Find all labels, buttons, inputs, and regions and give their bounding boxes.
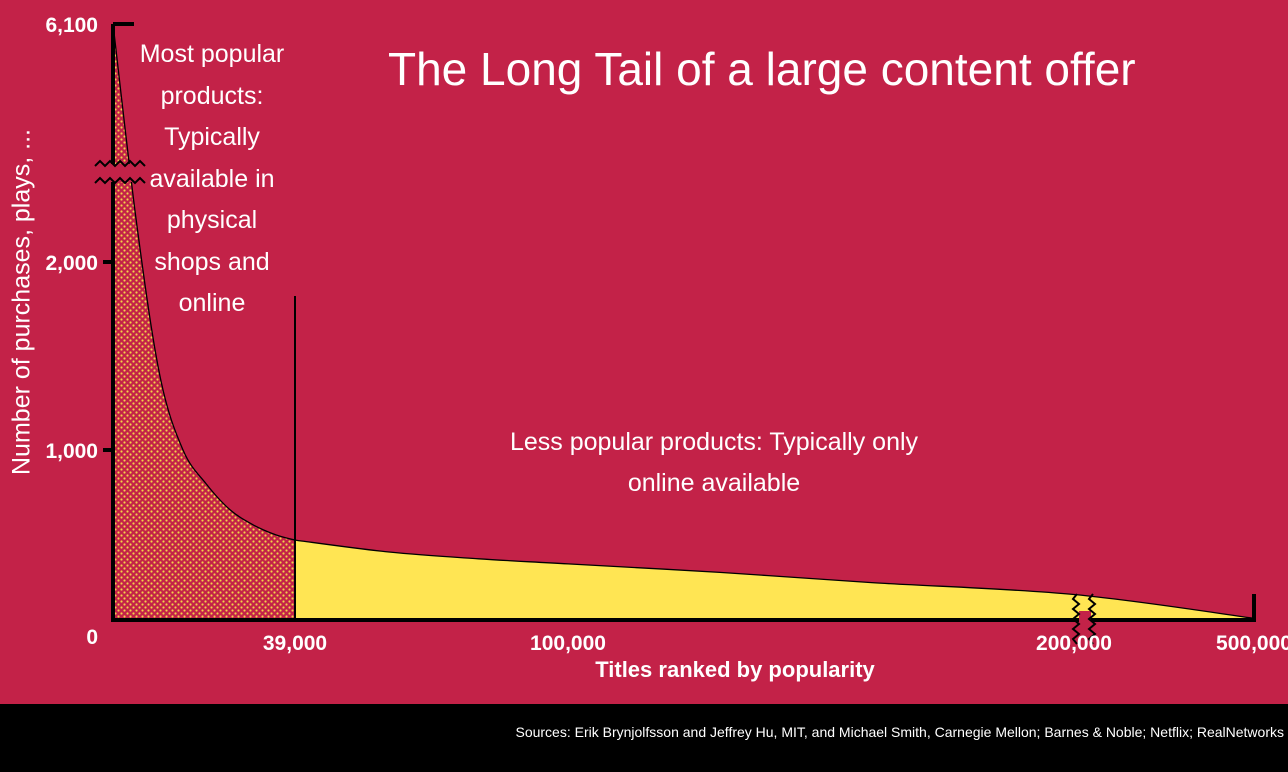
x-tick-label: 500,000 [1216,632,1288,655]
x-tick-label: 39,000 [263,632,327,655]
x-break-gap [1079,611,1091,625]
y-tick-label: 0 [86,626,98,649]
y-tick-label: 2,000 [45,252,98,275]
y-axis-label: Number of purchases, plays, ... [7,129,36,475]
y-tick-label: 1,000 [45,440,98,463]
chart-title: The Long Tail of a large content offer [388,43,1136,95]
y-tick-label: 6,100 [45,14,98,37]
x-tick-label: 100,000 [530,632,606,655]
head-area [113,24,295,620]
head-area-line [112,23,296,541]
y-break-gap [97,164,137,182]
tail-area [295,540,1254,620]
tail-annotation: Less popular products: Typically only on… [509,428,919,497]
x-break-zigzag-right [1087,593,1097,645]
y-break-zigzag-bottom [94,176,146,185]
tail-area-line [294,539,1255,619]
y-break-zigzag-top [94,159,146,168]
long-tail-chart: 0 1,000 2,000 6,100 39,000 100,000 200,000 500,… [45,14,1288,682]
source-text: Sources: Erik Brynjolfsson and Jeffrey H… [515,724,1284,740]
head-annotation: Most popular products: Typically availab… [139,40,285,317]
x-tick-label: 200,000 [1036,632,1112,655]
x-break-zigzag-left [1071,593,1081,645]
source-footer: Sources: Erik Brynjolfsson and Jeffrey H… [0,704,1288,772]
x-axis-label: Titles ranked by popularity [595,657,875,682]
